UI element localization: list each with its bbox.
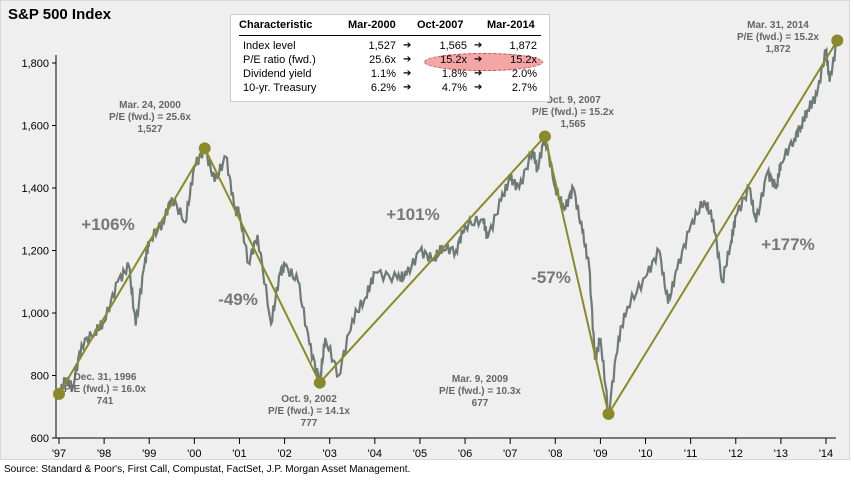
x-tick-label: '00 [187,448,201,460]
row-label: Index level [243,40,296,52]
y-tick-label: 800 [31,371,49,383]
pct-change-annotation: +106% [81,215,134,234]
point-label-date: Oct. 9, 2002 [281,394,337,405]
point-label-value: 1,565 [560,119,585,130]
x-tick-label: '03 [323,448,337,460]
source-note: Source: Standard & Poor's, First Call, C… [4,464,411,475]
x-tick-label: '01 [232,448,246,460]
point-label-date: Mar. 31, 2014 [747,20,809,31]
pct-change-annotation: -57% [531,268,571,287]
y-tick-label: 1,800 [21,58,49,70]
trend-point [313,376,326,389]
row-value: 4.7% [441,82,467,94]
arrow-icon: ➔ [403,82,412,93]
x-tick-label: '99 [142,448,156,460]
table-row: Dividend yield 1.1% 1.8% 2.0% ➔ ➔ [231,68,549,82]
point-label-value: 677 [472,398,489,409]
arrow-icon: ➔ [403,54,412,65]
table-row: 10-yr. Treasury 6.2% 4.7% 2.7% ➔ ➔ [231,82,549,96]
arrow-icon: ➔ [474,82,483,93]
point-label-pe: P/E (fwd.) = 15.2x [737,32,819,43]
row-value: 1.1% [370,68,396,80]
trend-line [58,39,839,417]
x-tick-label: '02 [277,448,291,460]
point-label-date: Oct. 9, 2007 [545,95,601,106]
table-header: Oct-2007 [417,19,464,31]
table-header: Mar-2000 [348,19,396,31]
table-row: P/E ratio (fwd.) 25.6x 15.2x 15.2x ➔ ➔ [231,54,549,68]
trend-point [831,34,844,47]
table-header: Mar-2014 [487,19,535,31]
point-label-date: Dec. 31, 1996 [74,372,137,383]
row-value: 1,527 [368,40,396,52]
trend-point [602,407,615,420]
x-tick-label: '10 [638,448,652,460]
row-value: 2.7% [511,82,537,94]
row-value: 25.6x [369,54,396,66]
point-label-value: 1,527 [137,124,162,135]
y-tick-label: 1,600 [21,121,49,133]
y-tick-label: 1,000 [21,308,49,320]
point-label-pe: P/E (fwd.) = 10.3x [439,386,521,397]
arrow-icon: ➔ [403,40,412,51]
x-tick-label: '12 [729,448,743,460]
x-tick-label: '07 [503,448,517,460]
arrow-icon: ➔ [474,68,483,79]
arrow-icon: ➔ [474,40,483,51]
trend-point [198,142,211,155]
arrow-icon: ➔ [474,54,483,65]
point-label-pe: P/E (fwd.) = 15.2x [532,107,614,118]
x-tick-label: '06 [458,448,472,460]
x-tick-label: '04 [368,448,382,460]
trend-point [53,387,65,400]
header-divider [239,35,541,36]
x-tick-label: '98 [97,448,111,460]
x-tick-label: '05 [413,448,427,460]
characteristics-table: Characteristic Mar-2000 Oct-2007 Mar-201… [230,14,550,102]
sp500-price-line [57,40,839,415]
point-label-pe: P/E (fwd.) = 16.0x [64,384,146,395]
point-label-value: 1,872 [765,44,790,55]
point-label-pe: P/E (fwd.) = 25.6x [109,112,191,123]
row-value: 1,872 [509,40,537,52]
point-label-date: Mar. 24, 2000 [119,100,181,111]
row-label: P/E ratio (fwd.) [243,54,316,66]
point-label-pe: P/E (fwd.) = 14.1x [268,406,350,417]
pe-highlight-oval [424,53,543,71]
x-tick-label: '11 [684,448,698,460]
point-label-date: Mar. 9, 2009 [452,374,509,385]
x-tick-label: '08 [548,448,562,460]
y-tick-label: 600 [31,433,49,445]
row-value: 2.0% [511,68,537,80]
x-tick-label: '14 [819,448,833,460]
row-value: 1.8% [441,68,467,80]
row-value: 1,565 [439,40,467,52]
row-value: 15.2x [440,54,467,66]
table-header: Characteristic [239,19,313,31]
row-value: 15.2x [510,54,537,66]
arrow-icon: ➔ [403,68,412,79]
y-tick-label: 1,200 [21,246,49,258]
x-tick-label: '97 [52,448,66,460]
pct-change-annotation: +177% [761,235,814,254]
point-label-value: 741 [97,396,114,407]
chart-title: S&P 500 Index [8,6,112,23]
table-row: Index level 1,527 1,565 1,872 ➔ ➔ [231,40,549,54]
row-label: Dividend yield [243,68,312,80]
x-tick-label: '09 [593,448,607,460]
row-value: 6.2% [370,82,396,94]
pct-change-annotation: +101% [386,205,439,224]
point-label-value: 777 [301,418,318,429]
row-label: 10-yr. Treasury [243,82,317,94]
pct-change-annotation: -49% [218,290,258,309]
y-tick-label: 1,400 [21,183,49,195]
trend-point [538,130,551,143]
x-tick-label: '13 [774,448,788,460]
